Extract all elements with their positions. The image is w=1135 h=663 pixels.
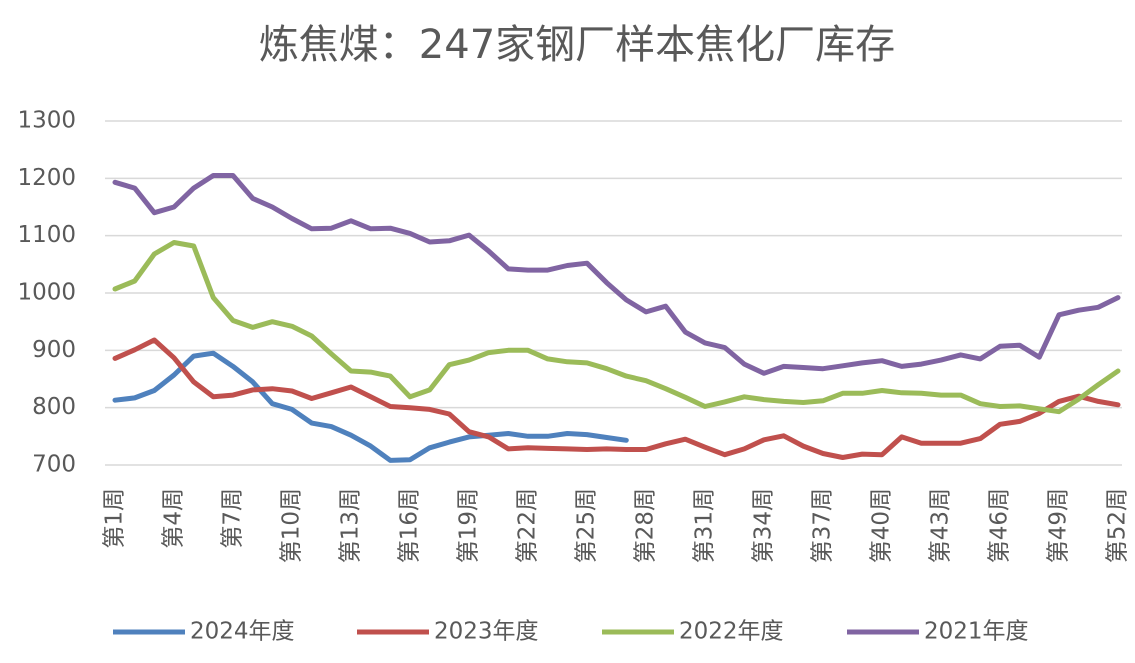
y-tick-label: 1200 bbox=[17, 165, 76, 191]
x-tick-label: 第52周 bbox=[1105, 488, 1131, 563]
x-tick-label: 第40周 bbox=[869, 488, 895, 563]
y-tick-label: 800 bbox=[32, 394, 76, 420]
y-tick-label: 1300 bbox=[17, 108, 76, 134]
x-tick-label: 第34周 bbox=[751, 488, 777, 563]
x-tick-label: 第16周 bbox=[397, 488, 423, 563]
y-tick-label: 1100 bbox=[17, 222, 76, 248]
y-tick-label: 1000 bbox=[17, 280, 76, 306]
x-tick-label: 第22周 bbox=[515, 488, 541, 563]
legend-label: 2024年度 bbox=[190, 619, 295, 645]
x-tick-label: 第37周 bbox=[810, 488, 836, 563]
x-tick-label: 第28周 bbox=[633, 488, 659, 563]
series-line bbox=[112, 350, 629, 463]
series-line bbox=[112, 173, 1121, 376]
series-line bbox=[112, 240, 1121, 415]
x-tick-label: 第46周 bbox=[987, 488, 1013, 563]
x-tick-label: 第49周 bbox=[1046, 488, 1072, 563]
x-tick-label: 第31周 bbox=[692, 488, 718, 563]
series-line bbox=[112, 337, 1121, 460]
legend-label: 2023年度 bbox=[434, 619, 539, 645]
legend-label: 2021年度 bbox=[924, 619, 1029, 645]
x-tick-label: 第7周 bbox=[220, 488, 246, 549]
chart-title: 炼焦煤：247家钢厂样本焦化厂库存 bbox=[259, 22, 895, 68]
x-tick-label: 第10周 bbox=[279, 488, 305, 563]
x-tick-label: 第25周 bbox=[574, 488, 600, 563]
x-tick-label: 第4周 bbox=[161, 488, 187, 549]
x-tick-label: 第43周 bbox=[928, 488, 954, 563]
y-tick-label: 700 bbox=[32, 452, 76, 478]
x-tick-label: 第13周 bbox=[338, 488, 364, 563]
legend-label: 2022年度 bbox=[679, 619, 784, 645]
x-tick-label: 第1周 bbox=[102, 488, 128, 549]
x-tick-label: 第19周 bbox=[456, 488, 482, 563]
y-tick-label: 900 bbox=[32, 337, 76, 363]
